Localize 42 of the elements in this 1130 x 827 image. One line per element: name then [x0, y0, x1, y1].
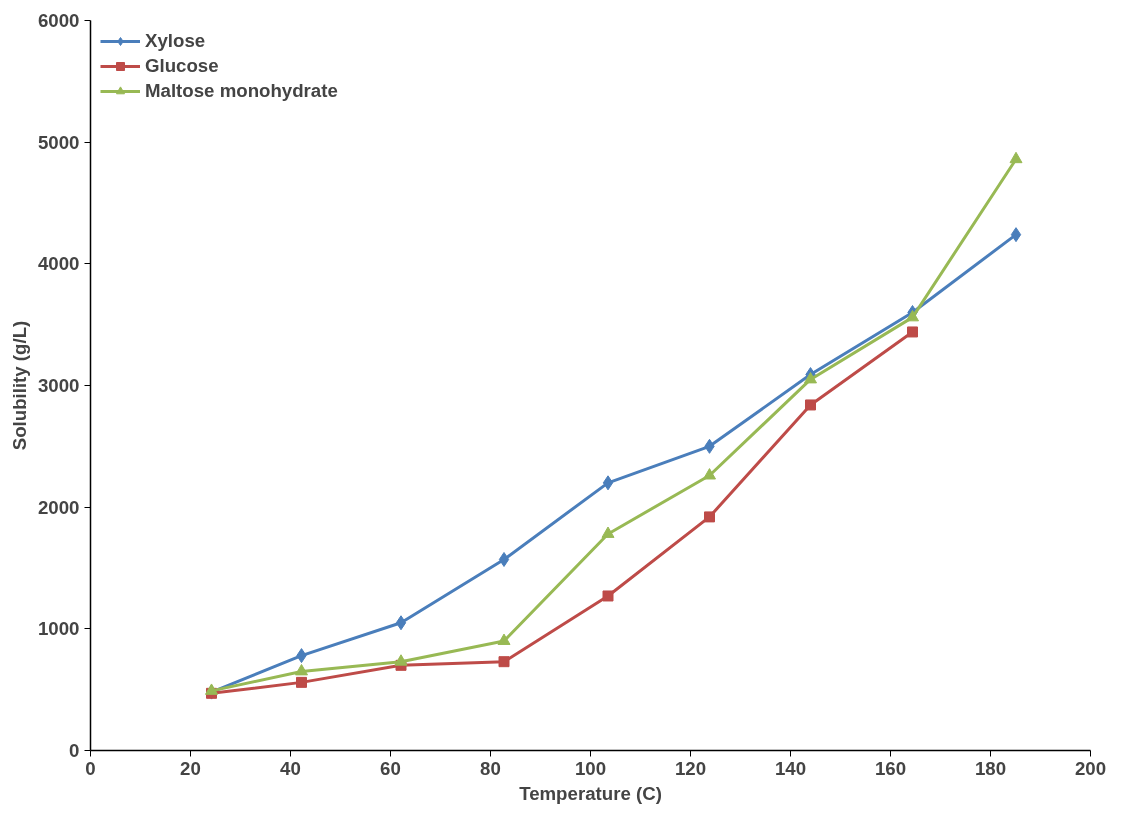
point [602, 475, 614, 491]
x-tick-label: 80 [480, 757, 501, 779]
point [1009, 151, 1023, 164]
x-tick-label: 100 [574, 757, 607, 779]
point [1010, 227, 1022, 243]
y-tick-label: 3000 [38, 375, 80, 396]
x-tick-label: 160 [874, 757, 907, 779]
y-axis-title: Solubility (g/L) [9, 320, 30, 451]
y-tick-label: 2000 [38, 496, 80, 518]
point [602, 590, 614, 602]
x-axis-title: Temperature (C) [519, 782, 662, 804]
point [804, 371, 817, 384]
legend-label: Glucose [145, 55, 219, 77]
point [704, 511, 715, 523]
point [498, 551, 510, 567]
point [906, 309, 919, 322]
point [601, 526, 615, 538]
y-tick-label: 5000 [38, 131, 80, 153]
y-tick-label: 0 [69, 740, 80, 761]
x-tick-label: 0 [85, 757, 96, 779]
point [805, 399, 816, 411]
x-tick-label: 140 [774, 757, 807, 779]
y-tick-label: 6000 [38, 10, 80, 31]
point [395, 615, 407, 631]
y-tick-label: 1000 [38, 618, 80, 640]
x-tick-label: 120 [674, 757, 707, 779]
x-tick-label: 60 [380, 757, 401, 779]
y-tick-label: 4000 [38, 253, 80, 275]
point [394, 654, 408, 666]
point [295, 663, 308, 676]
legend-label: Maltose monohydrate [145, 80, 338, 102]
x-tick-label: 180 [974, 757, 1007, 779]
point [497, 633, 511, 645]
point [703, 468, 716, 480]
x-tick-label: 40 [280, 757, 301, 779]
point [296, 676, 307, 688]
legend-label: Xylose [145, 30, 206, 52]
x-tick-label: 20 [180, 757, 201, 779]
point [498, 656, 510, 668]
point [205, 683, 218, 695]
x-tick-label: 200 [1074, 757, 1107, 779]
point [907, 326, 918, 338]
